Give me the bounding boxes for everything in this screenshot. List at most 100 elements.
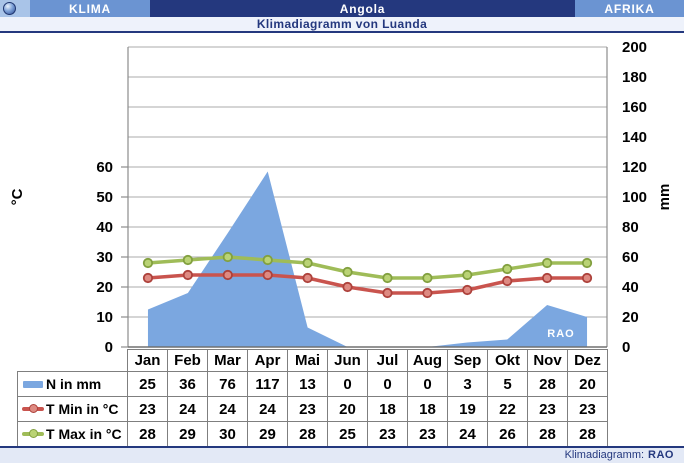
value-cell: 0 [407,371,448,397]
value-cell: 5 [487,371,528,397]
value-cell: 26 [487,421,528,447]
tmax-marker [302,257,313,269]
tmax-marker [382,272,393,284]
legend-cell: N in mm [17,371,128,397]
value-cell: 29 [167,421,208,447]
value-cell: 28 [527,421,568,447]
tmax-marker [262,254,273,266]
left-axis-tick-label: 30 [96,249,113,266]
legend-cell: T Max in °C [17,421,128,447]
value-cell: 23 [287,396,328,422]
footer-label: Klimadiagramm: [564,449,645,461]
table-row: T Min in °C 23 24 24 24 23 20 18 18 19 22 23 23 [17,396,608,422]
tmin-marker [502,275,513,287]
header-country: Angola [150,0,575,17]
right-axis-tick-label: 80 [622,219,639,236]
value-cell: 28 [567,421,608,447]
value-cell: 24 [207,396,248,422]
header-afrika: AFRIKA [575,0,684,17]
tmin-marker [462,284,473,296]
value-cell: 28 [127,421,168,447]
legend-label: T Min in °C [46,401,119,417]
right-axis-tick-label: 120 [622,159,647,176]
legend-label: T Max in °C [46,426,122,442]
legend-label: N in mm [46,376,102,392]
month-header: Aug [407,349,448,372]
right-axis-tick-label: 0 [622,339,630,356]
tmax-marker [342,266,353,278]
tmax-marker [542,257,553,269]
tmax-marker [502,263,513,275]
value-cell: 76 [207,371,248,397]
footer-brand: RAO [648,449,674,461]
tmin-marker [262,269,273,281]
value-cell: 0 [327,371,368,397]
right-axis-tick-label: 20 [622,309,639,326]
value-cell: 30 [207,421,248,447]
value-cell: 20 [567,371,608,397]
tmax-marker [142,257,154,269]
value-cell: 3 [447,371,488,397]
page-title: Klimadiagramm von Luanda [0,17,684,33]
month-header: Apr [247,349,288,372]
left-axis-tick-label: 60 [96,159,113,176]
right-axis-tick-label: 40 [622,279,639,296]
header-klima: KLIMA [30,0,150,17]
value-cell: 24 [247,396,288,422]
month-header: Sep [447,349,488,372]
tmin-marker [542,272,553,284]
precipitation-legend-icon [23,380,43,388]
tmin-marker [222,269,233,281]
value-cell: 18 [367,396,408,422]
month-header: Jul [367,349,408,372]
tmin-marker [342,281,353,293]
tmax-legend-icon [22,429,44,439]
tmax-marker [182,254,193,266]
value-cell: 23 [407,421,448,447]
left-axis-tick-label: 10 [96,309,113,326]
tmin-marker [302,272,313,284]
right-axis-tick-label: 60 [622,249,639,266]
value-cell: 19 [447,396,488,422]
table-row: T Max in °C 28 29 30 29 28 25 23 23 24 26 28 28 [17,421,608,447]
value-cell: 20 [327,396,368,422]
month-header: Jun [327,349,368,372]
value-cell: 36 [167,371,208,397]
tmin-line [146,273,589,295]
value-cell: 23 [367,421,408,447]
right-axis-tick-label: 100 [622,189,647,206]
left-axis-tick-label: 50 [96,189,113,206]
header-bar: KLIMA Angola AFRIKA [0,0,684,17]
month-header: Jan [127,349,168,372]
tmax-marker [462,269,473,281]
table-row: N in mm 25 36 76 117 13 0 0 0 3 5 28 20 [17,371,608,397]
tmin-marker [142,272,154,284]
value-cell: 23 [527,396,568,422]
value-cell: 13 [287,371,328,397]
value-cell: 24 [167,396,208,422]
value-cell: 24 [447,421,488,447]
legend-cell: T Min in °C [17,396,128,422]
month-header: Mar [207,349,248,372]
tmax-line [146,255,589,280]
month-header: Feb [167,349,208,372]
globe-segment [0,0,30,17]
tmax-marker [422,272,433,284]
value-cell: 23 [127,396,168,422]
legend-spacer [18,350,128,372]
value-cell: 25 [327,421,368,447]
right-axis-tick-label: 200 [622,39,647,56]
month-header: Mai [287,349,328,372]
month-header: Nov [527,349,568,372]
value-cell: 0 [367,371,408,397]
right-axis-title: mm [656,184,673,211]
value-cell: 28 [527,371,568,397]
value-cell: 23 [567,396,608,422]
value-cell: 22 [487,396,528,422]
month-header: Okt [487,349,528,372]
value-cell: 117 [247,371,288,397]
right-axis-tick-label: 140 [622,129,647,146]
right-axis-tick-label: 180 [622,69,647,86]
tmin-marker [382,287,393,299]
left-axis-tick-label: 40 [96,219,113,236]
